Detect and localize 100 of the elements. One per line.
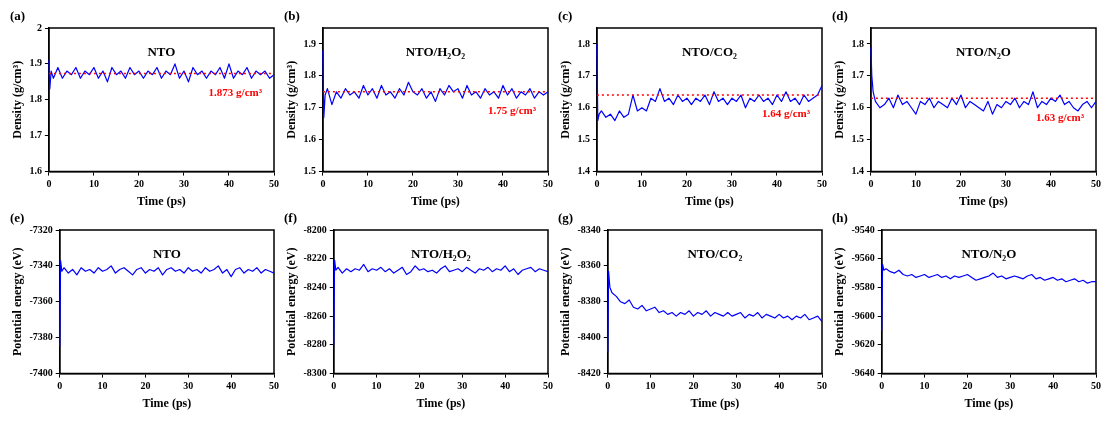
x-tick-label: 30 (183, 380, 194, 392)
x-tick-label: 20 (681, 178, 692, 190)
text: (c) (558, 7, 573, 23)
x-tick-label: 30 (726, 178, 737, 190)
y-tick-label: -8200 (303, 223, 327, 235)
y-tick-label: -8220 (303, 252, 327, 264)
x-tick-label: 0 (868, 178, 874, 190)
y-tick-label: 1.7 (851, 69, 864, 81)
x-tick-label: 50 (543, 178, 553, 190)
y-axis-title: Density (g/cm³) (10, 60, 25, 139)
text: NTO/CO₂ (687, 245, 743, 261)
x-tick-label: 10 (88, 178, 99, 190)
text: NTO/N₂O (955, 43, 1011, 59)
y-tick-label: 1.6 (303, 133, 316, 145)
x-tick-label: 20 (955, 178, 966, 190)
text: (b) (284, 7, 300, 23)
x-tick-label: 0 (879, 380, 885, 392)
x-tick-label: 50 (269, 380, 279, 392)
x-tick-label: 0 (605, 380, 611, 392)
y-tick-label: 1.9 (303, 37, 316, 49)
y-tick-label: 1.5 (851, 133, 864, 145)
x-tick-label: 0 (331, 380, 337, 392)
x-tick-label: 20 (133, 178, 144, 190)
y-axis-title: Potential energy (eV) (10, 247, 25, 357)
x-tick-label: 10 (97, 380, 108, 392)
y-tick-label: -7320 (29, 223, 53, 235)
x-tick-label: 40 (1045, 178, 1056, 190)
y-tick-label: 1.8 (577, 37, 590, 49)
y-tick-label: -9580 (851, 281, 875, 293)
y-axis-title: Potential energy (eV) (832, 247, 847, 357)
x-axis-title: Time (ps) (685, 193, 734, 208)
text: (h) (832, 209, 848, 225)
y-tick-label: -7400 (29, 367, 53, 379)
y-axis-title: Density (g/cm³) (832, 60, 847, 139)
y-tick-label: 1.5 (303, 165, 316, 177)
x-tick-label: 30 (731, 380, 742, 392)
x-axis-title: Time (ps) (416, 395, 466, 410)
y-tick-label: 2 (36, 21, 42, 33)
y-tick-label: -8380 (577, 295, 601, 307)
x-tick-label: 50 (1091, 178, 1101, 190)
x-tick-label: 20 (962, 380, 973, 392)
x-tick-label: 40 (500, 380, 511, 392)
y-tick-label: 1.6 (29, 165, 42, 177)
y-tick-label: 1.9 (29, 57, 42, 69)
y-tick-label: 1.4 (851, 165, 864, 177)
y-tick-label: -9560 (851, 252, 875, 264)
x-tick-label: 40 (497, 178, 508, 190)
y-tick-label: -8400 (577, 331, 601, 343)
x-tick-label: 30 (1000, 178, 1011, 190)
y-tick-label: -8300 (303, 367, 327, 379)
y-tick-label: 1.7 (577, 69, 590, 81)
x-tick-label: 0 (57, 380, 63, 392)
x-axis-title: Time (ps) (964, 395, 1014, 410)
y-tick-label: -8280 (303, 338, 327, 350)
x-axis-title: Time (ps) (142, 395, 192, 410)
y-tick-label: -8420 (577, 367, 601, 379)
x-tick-label: 50 (817, 380, 827, 392)
x-tick-label: 20 (688, 380, 699, 392)
ref-line-label: 1.64 g/cm³ (762, 107, 811, 120)
x-tick-label: 20 (414, 380, 425, 392)
x-tick-label: 0 (594, 178, 600, 190)
y-tick-label: 1.5 (577, 133, 590, 145)
y-axis-title: Potential energy (eV) (284, 247, 299, 357)
x-tick-label: 10 (362, 178, 373, 190)
text: NTO/CO₂ (681, 43, 738, 59)
ref-line-label: 1.75 g/cm³ (488, 104, 537, 117)
y-tick-label: -8260 (303, 309, 327, 321)
x-tick-label: 40 (226, 380, 237, 392)
x-tick-label: 40 (771, 178, 782, 190)
y-axis-title: Density (g/cm³) (558, 60, 573, 139)
x-tick-label: 40 (774, 380, 785, 392)
x-tick-label: 30 (452, 178, 463, 190)
text: (a) (10, 7, 26, 23)
x-tick-label: 30 (457, 380, 468, 392)
x-tick-label: 20 (407, 178, 418, 190)
y-tick-label: 1.7 (29, 129, 42, 141)
y-tick-label: -7340 (29, 259, 53, 271)
x-tick-label: 50 (1091, 380, 1101, 392)
text: NTO/N₂O (961, 245, 1017, 261)
x-tick-label: 30 (178, 178, 189, 190)
y-tick-label: 1.4 (577, 165, 590, 177)
x-tick-label: 50 (817, 178, 827, 190)
x-tick-label: 30 (1005, 380, 1016, 392)
x-tick-label: 40 (1048, 380, 1059, 392)
text: (d) (832, 7, 848, 23)
y-tick-label: -8340 (577, 223, 601, 235)
x-tick-label: 10 (371, 380, 382, 392)
x-tick-label: 40 (223, 178, 234, 190)
y-tick-label: -7360 (29, 295, 53, 307)
x-axis-title: Time (ps) (411, 193, 460, 208)
text: NTO (152, 245, 181, 261)
text: (g) (558, 209, 574, 225)
x-tick-label: 0 (320, 178, 326, 190)
x-tick-label: 50 (543, 380, 553, 392)
x-axis-title: Time (ps) (959, 193, 1008, 208)
text: NTO/H₂O₂ (411, 245, 471, 261)
y-tick-label: 1.6 (851, 101, 864, 113)
y-tick-label: -8240 (303, 281, 327, 293)
ref-line-label: 1.63 g/cm³ (1036, 110, 1085, 123)
x-axis-title: Time (ps) (690, 395, 740, 410)
